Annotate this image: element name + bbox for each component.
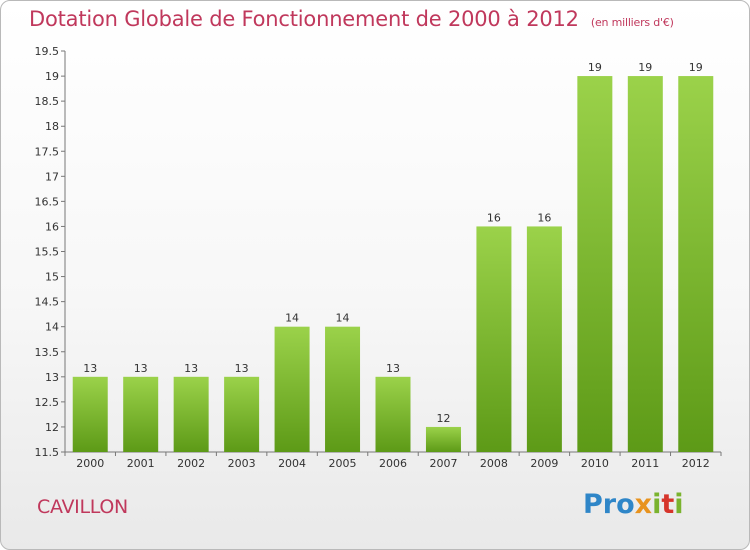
chart-title-text: Dotation Globale de Fonctionnement de 20… bbox=[29, 7, 579, 31]
y-tick-label: 14.5 bbox=[35, 296, 60, 309]
bar-value-label: 13 bbox=[386, 362, 400, 375]
chart-labels: 13 2000 13 2001 13 2002 13 2003 14 2004 14 2005 13 20… bbox=[76, 61, 710, 470]
bar-value-label: 13 bbox=[83, 362, 97, 375]
chart-bars bbox=[72, 76, 714, 452]
chart-axes: 11.5 12 12.5 13 13.5 14 14.5 15 15.5 16 16.5 17 17.5… bbox=[35, 45, 722, 459]
x-tick-label: 2010 bbox=[581, 457, 609, 470]
y-tick-label: 13 bbox=[45, 371, 59, 384]
y-tick-label: 17.5 bbox=[35, 145, 60, 158]
bar-value-label: 16 bbox=[537, 211, 551, 224]
y-tick-label: 19.5 bbox=[35, 45, 60, 58]
bar bbox=[678, 76, 714, 452]
y-tick-label: 18 bbox=[45, 120, 59, 133]
bar-value-label: 19 bbox=[588, 61, 602, 74]
bar-value-label: 19 bbox=[689, 61, 703, 74]
bar bbox=[627, 76, 663, 452]
x-tick-label: 2001 bbox=[127, 457, 155, 470]
logo-part-3: i bbox=[652, 489, 662, 520]
commune-name: CAVILLON bbox=[37, 496, 128, 518]
y-tick-label: 19 bbox=[45, 70, 59, 83]
logo-part-2: x bbox=[634, 489, 653, 520]
y-tick-label: 15.5 bbox=[35, 246, 60, 259]
y-tick-label: 17 bbox=[45, 170, 59, 183]
x-tick-label: 2009 bbox=[530, 457, 558, 470]
chart-subtitle: (en milliers d'€) bbox=[590, 16, 674, 29]
bar-value-label: 13 bbox=[134, 362, 148, 375]
bar-value-label: 13 bbox=[184, 362, 198, 375]
bar bbox=[577, 76, 613, 452]
x-tick-label: 2002 bbox=[177, 457, 205, 470]
bar bbox=[224, 376, 260, 452]
x-tick-label: 2012 bbox=[682, 457, 710, 470]
y-tick-label: 13.5 bbox=[35, 346, 60, 359]
bar-value-label: 19 bbox=[638, 61, 652, 74]
bar bbox=[476, 226, 512, 452]
y-tick-label: 16.5 bbox=[35, 195, 60, 208]
x-tick-label: 2008 bbox=[480, 457, 508, 470]
x-tick-label: 2011 bbox=[631, 457, 659, 470]
bar bbox=[325, 326, 361, 452]
x-tick-label: 2003 bbox=[228, 457, 256, 470]
bar bbox=[72, 376, 108, 452]
x-tick-label: 2004 bbox=[278, 457, 306, 470]
y-tick-label: 14 bbox=[45, 321, 59, 334]
bar bbox=[173, 376, 209, 452]
x-tick-label: 2005 bbox=[329, 457, 357, 470]
logo-part-1: Pro bbox=[583, 489, 635, 520]
bar-value-label: 14 bbox=[336, 312, 350, 325]
bar-value-label: 14 bbox=[285, 312, 299, 325]
y-tick-label: 16 bbox=[45, 220, 59, 233]
bar bbox=[274, 326, 310, 452]
bar bbox=[375, 376, 411, 452]
bar-value-label: 12 bbox=[436, 412, 450, 425]
logo-part-4: t bbox=[661, 489, 675, 520]
x-tick-label: 2000 bbox=[76, 457, 104, 470]
bar bbox=[425, 426, 461, 452]
bar bbox=[123, 376, 159, 452]
logo-part-5: i bbox=[674, 489, 684, 520]
y-tick-label: 12.5 bbox=[35, 396, 60, 409]
y-tick-label: 18.5 bbox=[35, 95, 60, 108]
y-tick-label: 15 bbox=[45, 271, 59, 284]
y-tick-label: 12 bbox=[45, 421, 59, 434]
bar-value-label: 16 bbox=[487, 211, 501, 224]
bar-value-label: 13 bbox=[235, 362, 249, 375]
chart-title: Dotation Globale de Fonctionnement de 20… bbox=[29, 7, 674, 31]
y-tick-label: 11.5 bbox=[35, 446, 60, 459]
x-tick-label: 2007 bbox=[429, 457, 457, 470]
x-tick-label: 2006 bbox=[379, 457, 407, 470]
bar bbox=[526, 226, 562, 452]
proxiti-logo: Proxiti bbox=[583, 489, 684, 520]
